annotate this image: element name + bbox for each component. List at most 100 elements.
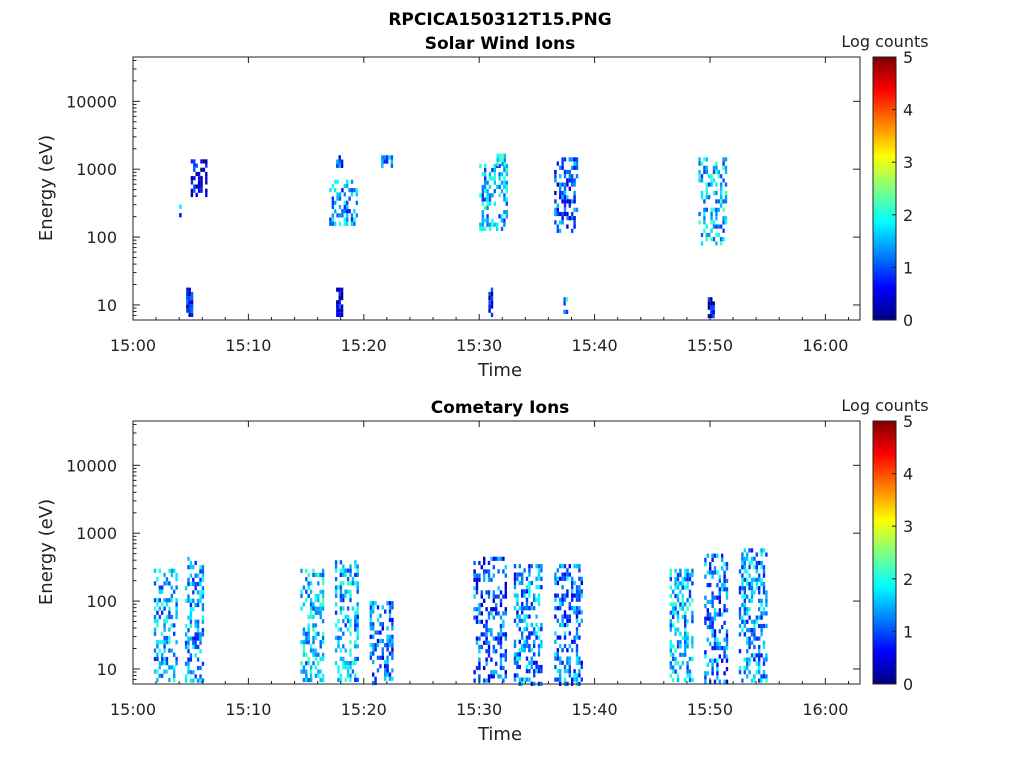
spectrogram-cell — [724, 169, 728, 175]
spectrogram-cell — [709, 625, 712, 630]
spectrogram-cell — [481, 214, 484, 219]
spectrogram-cell — [186, 304, 189, 309]
spectrogram-cell — [190, 291, 194, 296]
spectrogram-cell — [723, 583, 726, 588]
spectrogram-cell — [376, 630, 380, 635]
spectrogram-cell — [688, 593, 692, 599]
spectrogram-cell — [190, 176, 194, 181]
spectrogram-cell — [356, 606, 359, 611]
spectrogram-cell — [478, 619, 481, 624]
spectrogram-cell — [684, 623, 687, 628]
spectrogram-cell — [490, 670, 493, 675]
spectrogram-cell — [679, 631, 682, 636]
spectrogram-cell — [712, 165, 716, 170]
colorbar-segment — [873, 120, 896, 124]
colorbar-segment — [873, 462, 896, 466]
cometary-axes: 15:00 15:10 15:20 15:30 15:40 15:50 16:0010100… — [66, 420, 861, 719]
spectrogram-cell — [573, 564, 576, 569]
spectrogram-cell — [192, 678, 195, 683]
spectrogram-cell — [758, 649, 761, 654]
spectrogram-cell — [713, 641, 717, 646]
spectrogram-cell — [516, 572, 519, 577]
spectrogram-cell — [192, 636, 195, 641]
colorbar-segment — [873, 61, 896, 64]
spectrogram-cell — [715, 241, 718, 246]
colorbar-segment — [873, 519, 896, 523]
spectrogram-cell — [317, 572, 320, 578]
colorbar-segment — [873, 646, 896, 650]
spectrogram-cell — [388, 672, 392, 677]
colorbar-segment — [873, 495, 896, 499]
colorbar-segment — [873, 471, 896, 474]
spectrogram-cell — [331, 217, 334, 222]
spectrogram-cell — [189, 619, 193, 624]
spectrogram-cell — [713, 616, 717, 621]
spectrogram-cell — [533, 593, 536, 598]
spectrogram-cell — [554, 597, 557, 602]
spectrogram-cell — [300, 661, 303, 666]
spectrogram-cell — [175, 598, 178, 603]
colorbar-segment — [873, 260, 896, 264]
spectrogram-cell — [351, 669, 355, 674]
spectrogram-cell — [750, 619, 754, 624]
spectrogram-cell — [516, 593, 519, 598]
spectrogram-cell — [321, 656, 325, 662]
colorbar-segment — [873, 653, 896, 656]
spectrogram-cell — [573, 207, 576, 212]
spectrogram-cell — [354, 581, 357, 586]
spectrogram-cell — [314, 631, 318, 636]
spectrogram-cell — [723, 654, 726, 659]
solar-wind-ylabel: Energy (eV) — [36, 135, 57, 241]
spectrogram-cell — [724, 157, 728, 162]
spectrogram-cell — [200, 159, 203, 164]
spectrogram-cell — [201, 577, 205, 582]
spectrogram-cell — [721, 658, 724, 663]
colorbar-segment — [873, 83, 896, 86]
spectrogram-cell — [163, 640, 166, 645]
spectrogram-cell — [300, 669, 303, 674]
colorbar-segment — [873, 181, 896, 185]
spectrogram-cell — [710, 305, 713, 310]
spectrogram-cell — [196, 598, 200, 603]
spectrogram-cell — [496, 157, 499, 162]
spectrogram-cell — [344, 677, 347, 682]
spectrogram-cell — [568, 664, 571, 670]
spectrogram-cell — [686, 673, 689, 678]
spectrogram-cell — [156, 610, 159, 615]
spectrogram-cell — [748, 565, 751, 570]
colorbar-segment — [873, 613, 896, 617]
spectrogram-cell — [487, 649, 491, 654]
colorbar-segment — [873, 131, 896, 135]
colorbar-tick-label: 4 — [903, 101, 913, 120]
spectrogram-cell — [504, 581, 507, 587]
spectrogram-cell — [530, 580, 533, 586]
spectrogram-cell — [516, 610, 519, 615]
spectrogram-cell — [563, 664, 567, 670]
spectrogram-cell — [503, 222, 506, 227]
spectrogram-cell — [753, 657, 756, 662]
spectrogram-cell — [724, 182, 728, 187]
spectrogram-cell — [573, 610, 576, 615]
spectrogram-cell — [499, 598, 503, 603]
spectrogram-cell — [723, 604, 726, 609]
colorbar-segment — [873, 434, 896, 437]
colorbar-segment — [873, 289, 896, 292]
spectrogram-cell — [556, 593, 559, 598]
spectrogram-cell — [478, 560, 481, 566]
spectrogram-cell — [337, 677, 340, 682]
spectrogram-cell — [748, 548, 751, 553]
spectrogram-cell — [724, 190, 728, 196]
spectrogram-cell — [568, 199, 571, 204]
spectrogram-cell — [684, 610, 687, 615]
spectrogram-cell — [351, 661, 355, 666]
spectrogram-cell — [561, 216, 564, 221]
spectrogram-cell — [485, 619, 488, 624]
spectrogram-cell — [505, 163, 508, 168]
spectrogram-cell — [720, 224, 723, 229]
spectrogram-cell — [321, 635, 325, 641]
spectrogram-cell — [483, 623, 486, 629]
colorbar-segment — [873, 545, 896, 549]
spectrogram-cell — [165, 602, 169, 607]
spectrogram-cell — [170, 623, 173, 628]
spectrogram-cell — [199, 577, 202, 582]
